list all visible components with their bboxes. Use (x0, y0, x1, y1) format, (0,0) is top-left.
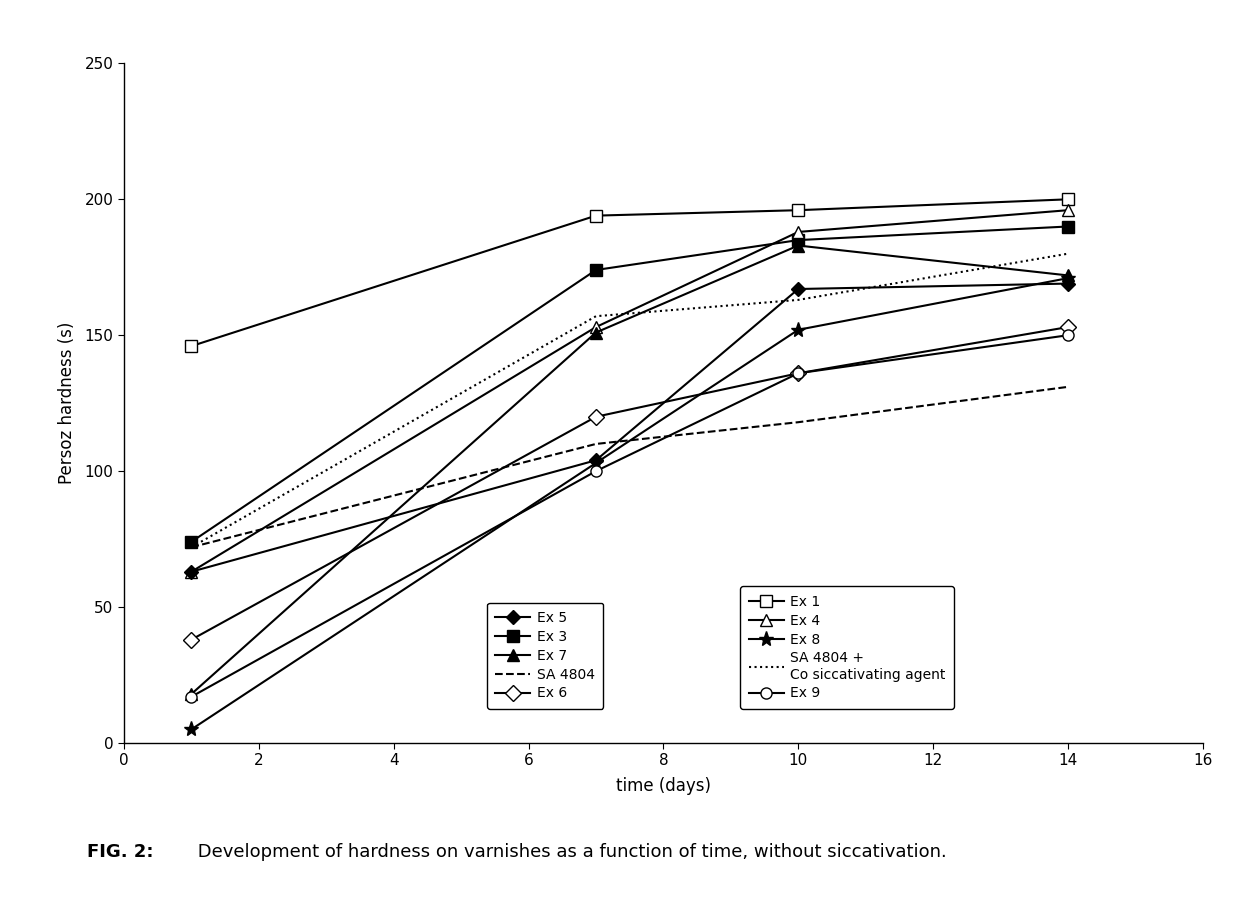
X-axis label: time (days): time (days) (616, 776, 711, 795)
Text: Development of hardness on varnishes as a function of time, without siccativatio: Development of hardness on varnishes as … (192, 843, 947, 861)
Legend: Ex 1, Ex 4, Ex 8, SA 4804 +
Co siccativating agent, Ex 9: Ex 1, Ex 4, Ex 8, SA 4804 + Co siccativa… (740, 586, 954, 708)
Y-axis label: Persoz hardness (s): Persoz hardness (s) (58, 322, 77, 485)
Text: FIG. 2:: FIG. 2: (87, 843, 154, 861)
